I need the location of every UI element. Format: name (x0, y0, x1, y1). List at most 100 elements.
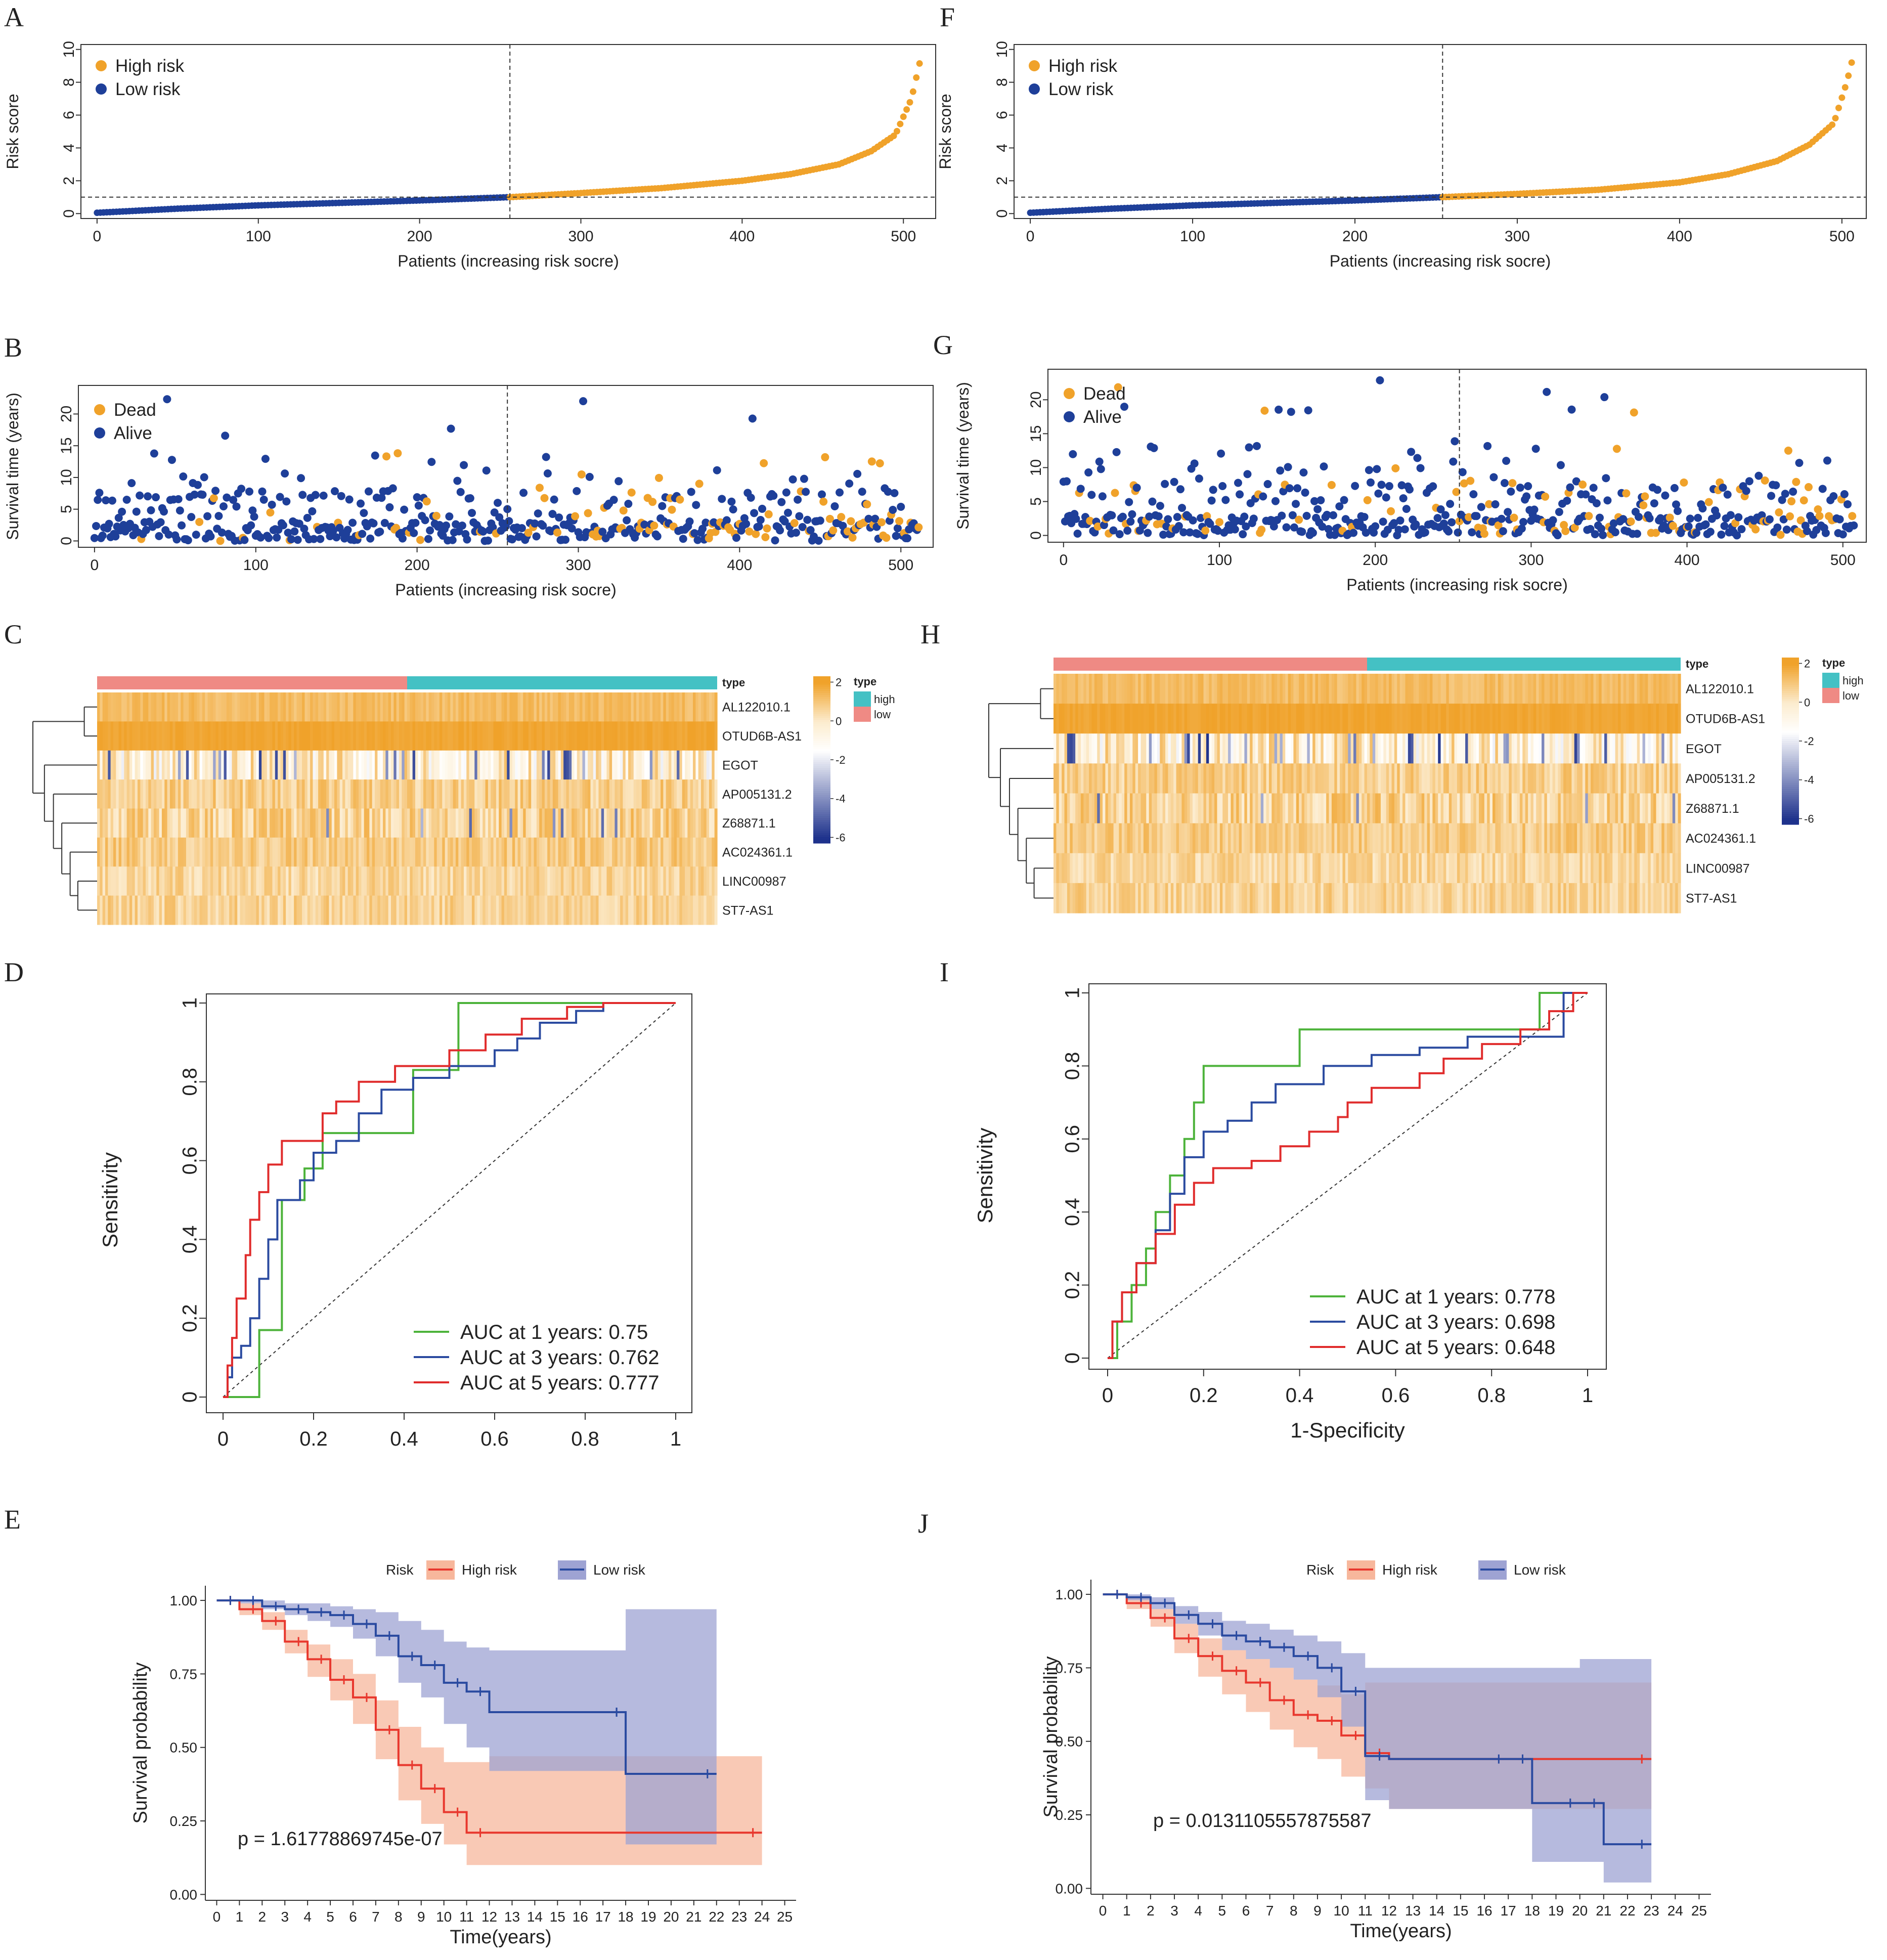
heatmap-cell (1268, 733, 1272, 764)
alive-point (1592, 499, 1601, 508)
heatmap-cell (666, 750, 669, 780)
heatmap-cell (167, 692, 170, 722)
heatmap-cell (1408, 704, 1411, 734)
alive-point (1416, 464, 1425, 472)
heatmap-cell (1411, 674, 1414, 704)
dead-point (875, 459, 884, 468)
heatmap-cell (525, 895, 529, 925)
heatmap-cell (1236, 704, 1240, 734)
heatmap-cell (628, 750, 632, 780)
alive-point (1402, 505, 1411, 513)
heatmap-cell (345, 895, 348, 925)
heatmap-cell (1293, 733, 1297, 764)
heatmap-cell (1454, 674, 1458, 704)
heatmap-cell (105, 866, 108, 896)
heatmap-cell (701, 808, 704, 838)
heatmap-cell (501, 779, 505, 809)
heatmap-cell (108, 750, 111, 780)
heatmap-cell (560, 866, 564, 896)
heatmap-cell (126, 721, 130, 751)
heatmap-cell (512, 692, 515, 722)
heatmap-cell (148, 779, 152, 809)
heatmap-cell (580, 837, 583, 867)
heatmap-cell (108, 866, 111, 896)
heatmap-cell (471, 895, 475, 925)
panel-label-J: J (918, 1508, 929, 1539)
heatmap-cell (153, 808, 157, 838)
alive-point (1377, 481, 1386, 489)
heatmap-cell (1579, 704, 1583, 734)
heatmap-cell (445, 779, 448, 809)
heatmap-cell (690, 692, 693, 722)
heatmap-cell (380, 895, 383, 925)
alive-point (1186, 528, 1194, 537)
heatmap-cell (445, 750, 448, 780)
heatmap-cell (655, 837, 659, 867)
heatmap-cell (1206, 823, 1209, 854)
y-tick-label: 15 (1028, 425, 1044, 442)
heatmap-cell (1152, 763, 1155, 794)
heatmap-cell (620, 779, 624, 809)
alive-point (198, 491, 207, 499)
heatmap-cell (445, 866, 448, 896)
heatmap-cell (704, 895, 707, 925)
heatmap-cell (1664, 704, 1667, 734)
heatmap-cell (1506, 733, 1509, 764)
heatmap-cell (258, 692, 262, 722)
heatmap-cell (679, 750, 683, 780)
heatmap-cell (367, 692, 370, 722)
colorbar-segment (813, 693, 830, 695)
alive-point (1782, 526, 1791, 534)
alive-point (1132, 484, 1141, 492)
heatmap-cell (496, 692, 499, 722)
heatmap-cell (1438, 704, 1441, 734)
alive-point (585, 472, 594, 481)
heatmap-cell (458, 895, 462, 925)
heatmap-cell (550, 750, 553, 780)
heatmap-cell (636, 779, 640, 809)
heatmap-cell (590, 692, 594, 722)
heatmap-cell (1656, 704, 1659, 734)
heatmap-cell (671, 895, 675, 925)
heatmap-cell (555, 808, 559, 838)
heatmap-cell (132, 837, 136, 867)
heatmap-cell (1244, 704, 1248, 734)
heatmap-cell (552, 721, 556, 751)
legend-dead-label: Dead (1083, 384, 1126, 404)
heatmap-cell (164, 866, 168, 896)
heatmap-cell (1481, 674, 1485, 704)
heatmap-cell (1211, 733, 1215, 764)
heatmap-cell (639, 750, 642, 780)
heatmap-cell (393, 721, 397, 751)
heatmap-cell (482, 750, 486, 780)
heatmap-cell (493, 895, 497, 925)
alive-point (1302, 511, 1311, 520)
heatmap-cell (234, 779, 238, 809)
heatmap-cell (507, 750, 510, 780)
heatmap-cell (1266, 733, 1269, 764)
heatmap-cell (1375, 704, 1379, 734)
heatmap-cell (1519, 763, 1523, 794)
heatmap-cell (1176, 823, 1179, 854)
heatmap-cell (574, 895, 578, 925)
alive-point (1758, 511, 1766, 519)
heatmap-cell (1121, 704, 1125, 734)
alive-point (871, 514, 880, 523)
alive-point (442, 521, 451, 530)
heatmap-cell (1440, 823, 1444, 854)
heatmap-cell (1247, 763, 1250, 794)
heatmap-cell (205, 721, 208, 751)
heatmap-cell (1615, 763, 1618, 794)
heatmap-cell (563, 808, 567, 838)
heatmap-cell (213, 692, 216, 722)
heatmap-cell (525, 721, 529, 751)
heatmap-cell (568, 895, 572, 925)
heatmap-cell (1421, 733, 1425, 764)
alive-point (1781, 490, 1789, 498)
colorbar-segment (813, 785, 830, 788)
heatmap-cell (572, 808, 575, 838)
heatmap-cell (620, 837, 624, 867)
heatmap-cell (331, 750, 335, 780)
